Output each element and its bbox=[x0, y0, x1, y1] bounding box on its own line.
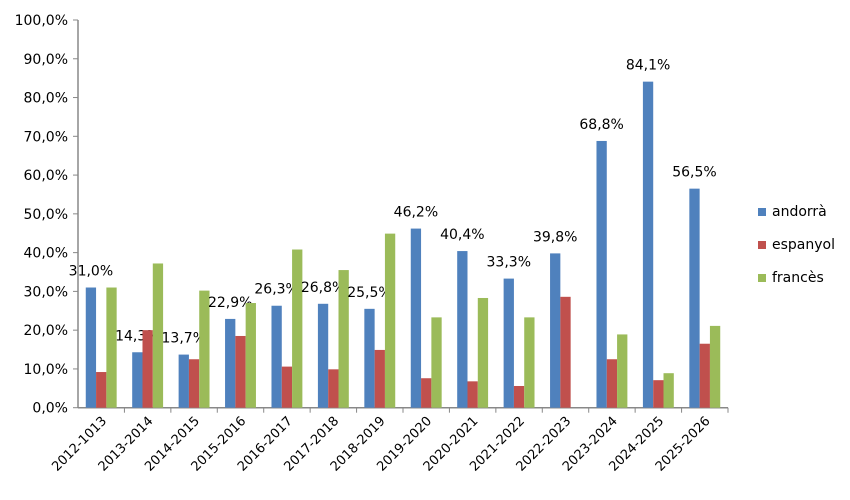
y-tick-label: 50,0% bbox=[24, 207, 68, 223]
y-tick-label: 80,0% bbox=[24, 91, 68, 107]
y-tick-label: 10,0% bbox=[24, 362, 68, 378]
bar-espanyol bbox=[96, 372, 107, 408]
y-tick-label: 100,0% bbox=[15, 13, 68, 29]
y-tick-label: 0,0% bbox=[32, 401, 68, 417]
bar-andorrà bbox=[689, 188, 700, 408]
bar-espanyol bbox=[421, 378, 432, 408]
bar-espanyol bbox=[699, 343, 710, 408]
y-tick-label: 90,0% bbox=[24, 52, 68, 68]
bar-francès bbox=[524, 317, 535, 408]
bar-francès bbox=[384, 233, 396, 408]
bar-francès bbox=[709, 325, 721, 408]
bar-francès bbox=[431, 317, 442, 408]
bar-francès bbox=[152, 263, 164, 408]
y-tick-label: 20,0% bbox=[24, 323, 68, 339]
bar-francès bbox=[477, 297, 489, 408]
bar-francès bbox=[106, 287, 117, 408]
bar-espanyol bbox=[188, 359, 200, 408]
data-label: 31,0% bbox=[69, 264, 113, 280]
bar-espanyol bbox=[513, 385, 525, 408]
bar-andorrà bbox=[642, 81, 654, 408]
legend-swatch bbox=[758, 274, 766, 282]
data-label: 33,3% bbox=[487, 255, 531, 271]
legend-label: espanyol bbox=[772, 237, 835, 253]
data-label: 26,3% bbox=[254, 282, 298, 298]
bar-francès bbox=[199, 290, 210, 408]
bar-andorrà bbox=[85, 287, 97, 408]
data-label: 68,8% bbox=[579, 117, 623, 133]
legend-item: francès bbox=[758, 270, 824, 286]
legend-label: andorrà bbox=[772, 204, 827, 220]
bar-espanyol bbox=[281, 366, 293, 408]
bar-francès bbox=[338, 270, 349, 408]
bar-andorrà bbox=[364, 308, 375, 408]
legend-label: francès bbox=[772, 270, 824, 286]
bar-espanyol bbox=[560, 296, 571, 408]
bar-francès bbox=[617, 334, 628, 408]
bar-espanyol bbox=[467, 381, 478, 408]
bar-espanyol bbox=[142, 330, 153, 408]
bar-andorrà bbox=[457, 251, 468, 408]
bar-espanyol bbox=[328, 369, 339, 408]
bar-espanyol bbox=[606, 359, 618, 408]
legend-swatch bbox=[758, 241, 766, 249]
bar-espanyol bbox=[653, 380, 664, 408]
bar-francès bbox=[663, 373, 674, 408]
bar-espanyol bbox=[235, 335, 246, 408]
bar-andorrà bbox=[271, 305, 282, 408]
bar-andorrà bbox=[596, 140, 607, 408]
bar-andorrà bbox=[550, 253, 561, 408]
bar-andorrà bbox=[503, 278, 514, 408]
y-tick-label: 60,0% bbox=[24, 168, 68, 184]
bar-andorrà bbox=[178, 354, 189, 408]
bar-francès bbox=[292, 249, 303, 408]
legend-item: espanyol bbox=[758, 237, 835, 253]
legend-swatch bbox=[758, 208, 766, 216]
data-label: 46,2% bbox=[394, 205, 438, 221]
y-tick-label: 40,0% bbox=[24, 246, 68, 262]
y-tick-label: 30,0% bbox=[24, 284, 68, 300]
bar-francès bbox=[245, 303, 256, 408]
bar-espanyol bbox=[374, 349, 385, 408]
bar-andorrà bbox=[410, 228, 422, 408]
data-label: 39,8% bbox=[533, 229, 577, 245]
data-label: 40,4% bbox=[440, 227, 484, 243]
data-label: 84,1% bbox=[626, 58, 670, 74]
data-label: 26,8% bbox=[301, 280, 345, 296]
y-tick-label: 70,0% bbox=[24, 129, 68, 145]
bar-andorrà bbox=[225, 318, 236, 408]
data-label: 56,5% bbox=[672, 165, 716, 181]
legend-item: andorrà bbox=[758, 204, 827, 220]
bar-andorrà bbox=[132, 352, 143, 408]
data-label: 13,7% bbox=[162, 331, 206, 347]
bar-andorrà bbox=[317, 303, 329, 408]
data-label: 25,5% bbox=[347, 285, 391, 301]
data-label: 22,9% bbox=[208, 295, 252, 311]
